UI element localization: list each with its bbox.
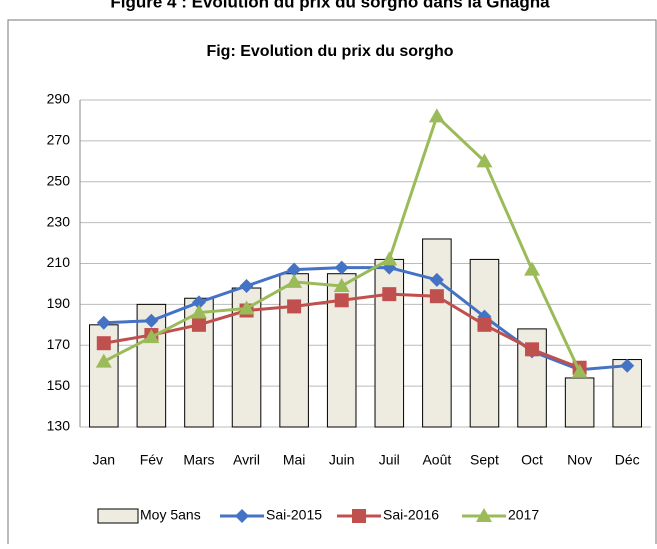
marker: [525, 342, 540, 357]
bar: [469, 258, 500, 428]
x-tick-label: Avril: [233, 452, 260, 468]
marker: [144, 313, 159, 328]
y-tick-label: 250: [47, 172, 71, 188]
marker: [287, 262, 302, 277]
y-tick-label: 210: [47, 254, 71, 270]
marker: [287, 299, 302, 314]
x-tick-label: Juin: [329, 452, 355, 468]
marker: [382, 287, 397, 302]
bar: [279, 273, 309, 428]
x-tick-label: Août: [422, 452, 451, 468]
x-tick-label: Nov: [567, 452, 592, 468]
marker: [239, 278, 254, 293]
x-tick-label: Déc: [615, 452, 640, 468]
legend-marker: [352, 509, 366, 523]
legend-label: Sai-2015: [266, 507, 322, 523]
marker: [428, 108, 445, 123]
marker: [96, 336, 111, 351]
y-tick-label: 130: [47, 418, 71, 434]
legend-marker: [476, 508, 492, 522]
marker: [191, 295, 206, 310]
marker: [96, 315, 111, 330]
bar: [374, 258, 405, 428]
line: [103, 266, 628, 372]
marker: [381, 251, 398, 266]
legend-marker: [235, 509, 249, 523]
y-tick-label: 150: [47, 377, 71, 393]
marker: [191, 317, 206, 332]
marker: [476, 153, 493, 168]
marker: [429, 272, 444, 287]
x-tick-label: Mars: [183, 452, 214, 468]
x-tick-label: Sept: [470, 452, 499, 468]
y-tick-label: 230: [47, 213, 71, 229]
legend-label: 2017: [508, 507, 539, 523]
chart-title: Fig: Evolution du prix du sorgho: [206, 43, 453, 60]
marker: [95, 353, 112, 368]
marker: [477, 317, 492, 332]
marker: [334, 293, 349, 308]
marker: [286, 273, 303, 288]
bar: [422, 238, 452, 428]
legend-label: Sai-2016: [383, 507, 439, 523]
x-tick-label: Oct: [521, 452, 543, 468]
bar: [564, 377, 595, 428]
marker: [571, 363, 588, 378]
y-tick-label: 290: [47, 91, 71, 107]
marker: [620, 358, 635, 373]
x-tick-label: Fév: [140, 452, 163, 468]
y-tick-label: 190: [47, 295, 71, 311]
y-tick-label: 170: [47, 336, 71, 352]
y-tick-label: 270: [47, 132, 71, 148]
marker: [238, 300, 255, 315]
x-tick-label: Juil: [379, 452, 400, 468]
figure-heading: Figure 4 : Evolution du prix du sorgho d…: [110, 0, 550, 11]
chart-frame: [7, 19, 657, 549]
marker: [190, 304, 207, 319]
marker: [334, 260, 349, 275]
legend-swatch: [97, 508, 139, 524]
marker: [143, 329, 160, 344]
x-tick-label: Jan: [93, 452, 116, 468]
marker: [524, 261, 541, 276]
legend-label: Moy 5ans: [140, 507, 201, 523]
marker: [333, 277, 350, 292]
x-tick-label: Mai: [283, 452, 306, 468]
marker: [429, 289, 444, 304]
